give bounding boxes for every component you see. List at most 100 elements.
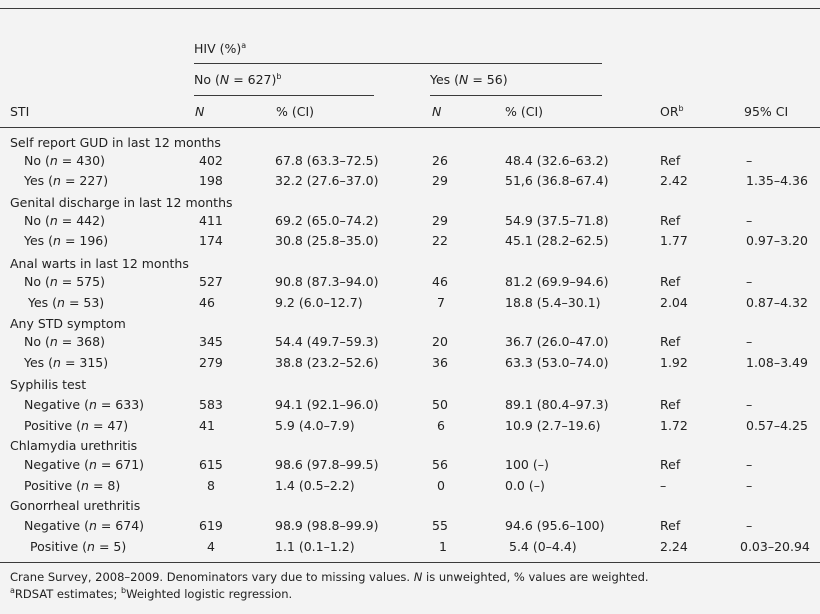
row-label: Yes (n = 53) — [28, 295, 105, 310]
cell-pct-yes: 18.8 (5.4–30.1) — [505, 295, 601, 310]
cell-n-no: 402 — [199, 153, 223, 168]
cell-ci: – — [746, 213, 753, 228]
cell-n-no: 583 — [199, 397, 223, 412]
row-label: No (n = 430) — [24, 153, 105, 168]
footnote-estimates: aRDSAT estimates; bWeighted logistic reg… — [10, 586, 293, 602]
cell-n-no: 527 — [199, 274, 223, 289]
col-header-pct-yes: % (CI) — [505, 104, 544, 119]
cell-pct-no: 67.8 (63.3–72.5) — [275, 153, 379, 168]
group-title: Syphilis test — [10, 377, 87, 392]
cell-n-no: 174 — [199, 233, 223, 248]
cell-n-yes: 55 — [432, 518, 448, 533]
hiv-header: HIV (%)a — [194, 41, 247, 56]
cell-n-yes: 20 — [432, 334, 448, 349]
cell-pct-no: 90.8 (87.3–94.0) — [275, 274, 379, 289]
cell-pct-no: 1.1 (0.1–1.2) — [275, 539, 355, 554]
yes-group-rule — [430, 95, 602, 96]
cell-or: – — [660, 478, 667, 493]
header-bottom-rule — [0, 127, 820, 128]
cell-pct-yes: 0.0 (–) — [505, 478, 545, 493]
row-label: Yes (n = 196) — [24, 233, 109, 248]
cell-n-no: 41 — [199, 418, 215, 433]
cell-or: Ref — [660, 334, 681, 349]
cell-pct-yes: 63.3 (53.0–74.0) — [505, 355, 609, 370]
col-header-n-no: N — [195, 104, 205, 119]
table-top-rule — [0, 8, 820, 9]
cell-pct-no: 9.2 (6.0–12.7) — [275, 295, 363, 310]
no-group-header: No (N = 627)b — [194, 72, 282, 87]
cell-or: 1.92 — [660, 355, 688, 370]
group-title: Chlamydia urethritis — [10, 438, 138, 453]
cell-n-yes: 50 — [432, 397, 448, 412]
cell-pct-yes: 94.6 (95.6–100) — [505, 518, 605, 533]
col-header-n-yes: N — [432, 104, 442, 119]
cell-or: 2.42 — [660, 173, 688, 188]
cell-n-yes: 6 — [437, 418, 445, 433]
cell-pct-no: 32.2 (27.6–37.0) — [275, 173, 379, 188]
cell-pct-yes: 48.4 (32.6–63.2) — [505, 153, 609, 168]
cell-n-yes: 56 — [432, 457, 448, 472]
cell-ci: 0.87–4.32 — [746, 295, 808, 310]
row-label: Positive (n = 8) — [24, 478, 121, 493]
group-title: Any STD symptom — [10, 316, 126, 331]
cell-pct-no: 54.4 (49.7–59.3) — [275, 334, 379, 349]
cell-n-no: 279 — [199, 355, 223, 370]
row-label: Positive (n = 5) — [30, 539, 127, 554]
cell-n-no: 411 — [199, 213, 223, 228]
cell-ci: – — [746, 478, 753, 493]
cell-or: 2.04 — [660, 295, 688, 310]
cell-ci: – — [746, 397, 753, 412]
cell-pct-no: 69.2 (65.0–74.2) — [275, 213, 379, 228]
cell-pct-yes: 5.4 (0–4.4) — [509, 539, 577, 554]
cell-n-yes: 46 — [432, 274, 448, 289]
cell-pct-yes: 81.2 (69.9–94.6) — [505, 274, 609, 289]
cell-n-yes: 26 — [432, 153, 448, 168]
cell-or: 1.72 — [660, 418, 688, 433]
row-label: No (n = 368) — [24, 334, 105, 349]
cell-n-yes: 29 — [432, 173, 448, 188]
group-title: Genital discharge in last 12 months — [10, 195, 233, 210]
row-label: Negative (n = 633) — [24, 397, 145, 412]
cell-n-yes: 7 — [437, 295, 445, 310]
cell-pct-yes: 36.7 (26.0–47.0) — [505, 334, 609, 349]
cell-or: Ref — [660, 153, 681, 168]
footnote-source: Crane Survey, 2008–2009. Denominators va… — [10, 570, 649, 584]
cell-pct-yes: 10.9 (2.7–19.6) — [505, 418, 601, 433]
no-group-rule — [194, 95, 374, 96]
cell-or: Ref — [660, 518, 681, 533]
cell-n-yes: 36 — [432, 355, 448, 370]
cell-n-yes: 29 — [432, 213, 448, 228]
yes-group-header: Yes (N = 56) — [430, 72, 508, 87]
row-label: Yes (n = 315) — [24, 355, 109, 370]
cell-pct-no: 1.4 (0.5–2.2) — [275, 478, 355, 493]
cell-n-no: 198 — [199, 173, 223, 188]
cell-n-yes: 1 — [439, 539, 447, 554]
hiv-header-rule — [194, 63, 602, 64]
col-header-or: ORb — [660, 104, 684, 119]
cell-or: 1.77 — [660, 233, 688, 248]
cell-ci: 0.57–4.25 — [746, 418, 808, 433]
row-label: Negative (n = 674) — [24, 518, 145, 533]
cell-pct-no: 98.6 (97.8–99.5) — [275, 457, 379, 472]
cell-n-no: 46 — [199, 295, 215, 310]
cell-n-no: 4 — [207, 539, 215, 554]
row-label: Negative (n = 671) — [24, 457, 145, 472]
cell-or: Ref — [660, 213, 681, 228]
cell-pct-yes: 100 (–) — [505, 457, 549, 472]
cell-pct-no: 94.1 (92.1–96.0) — [275, 397, 379, 412]
cell-pct-yes: 45.1 (28.2–62.5) — [505, 233, 609, 248]
cell-pct-no: 98.9 (98.8–99.9) — [275, 518, 379, 533]
cell-ci: – — [746, 518, 753, 533]
cell-or: Ref — [660, 397, 681, 412]
cell-n-no: 345 — [199, 334, 223, 349]
col-header-ci: 95% CI — [744, 104, 789, 119]
cell-n-yes: 0 — [437, 478, 445, 493]
cell-ci: – — [746, 457, 753, 472]
col-header-sti: STI — [10, 104, 30, 119]
col-header-pct-no: % (CI) — [276, 104, 315, 119]
group-title: Anal warts in last 12 months — [10, 256, 189, 271]
group-title: Self report GUD in last 12 months — [10, 135, 221, 150]
row-label: Yes (n = 227) — [24, 173, 109, 188]
row-label: No (n = 442) — [24, 213, 105, 228]
